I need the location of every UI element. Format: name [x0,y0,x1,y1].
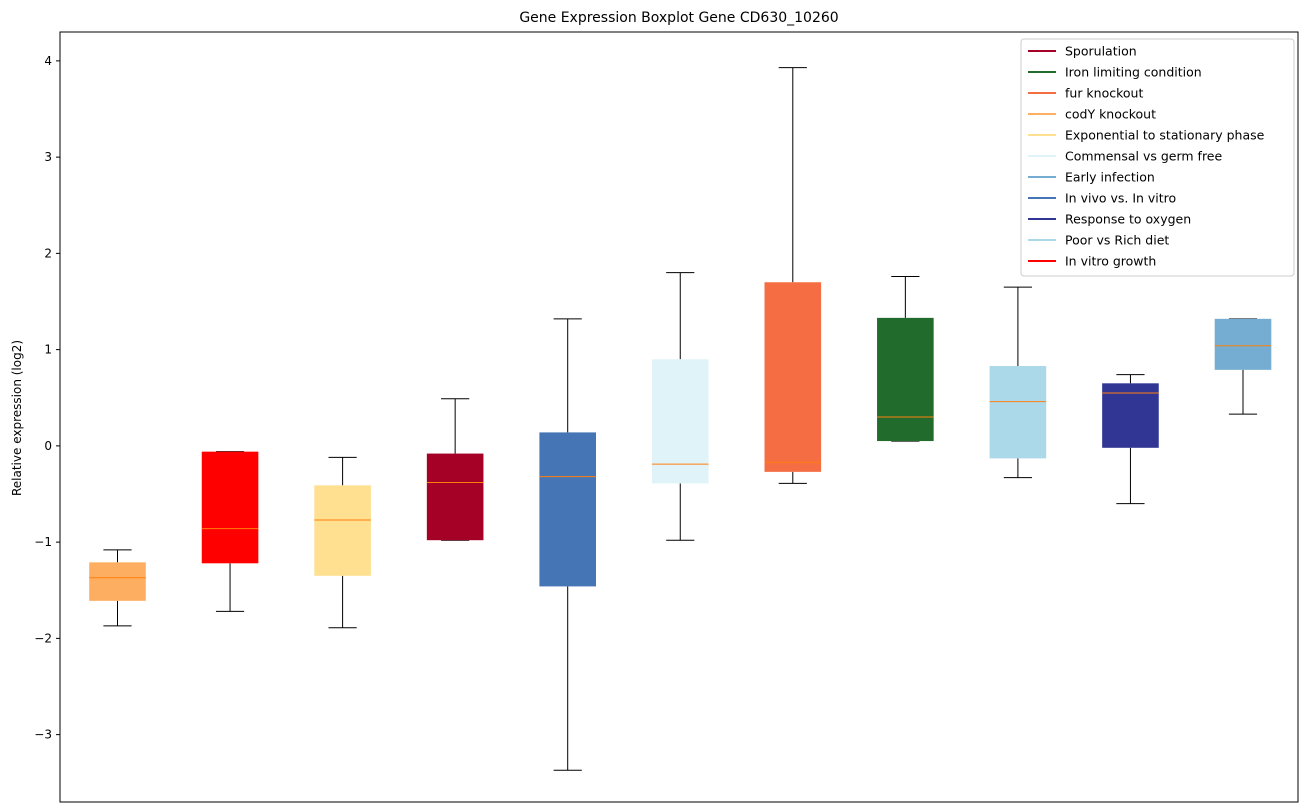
box-body [314,485,371,576]
y-tick-label: −3 [34,728,52,742]
box-group [426,398,484,541]
box-group [201,451,259,612]
boxes-layer [89,67,1272,771]
box-body [201,451,259,564]
legend-label: Sporulation [1065,44,1137,59]
box-group [1214,318,1272,415]
box-body [1214,318,1272,370]
box-group [314,456,371,629]
y-tick-label: −2 [34,631,52,645]
box-body [426,453,484,541]
legend: Sporulation Iron limiting condition fur kn… [1020,38,1295,277]
legend-label: In vitro growth [1065,254,1156,269]
legend-frame [1020,38,1295,277]
chart-title: Gene Expression Boxplot Gene CD630_10260 [519,10,838,26]
y-tick-label: 4 [44,54,52,68]
box-body [651,359,709,484]
box-group [539,318,596,771]
box-group [764,67,822,484]
y-tick-label: 2 [44,246,52,260]
legend-label: Commensal vs germ free [1065,149,1222,164]
y-axis-label: Relative expression (log2) [10,340,24,496]
legend-label: Exponential to stationary phase [1065,128,1265,143]
box-group [651,272,709,541]
box-group [1102,374,1159,505]
y-tick-label: 0 [44,439,52,453]
legend-label: Iron limiting condition [1065,65,1202,80]
y-axis-ticks: 4 3 2 1 0 −1 −2 −3 [34,54,60,742]
legend-label: In vivo vs. In vitro [1065,191,1176,206]
box-group [877,275,934,442]
box-group [989,286,1047,479]
y-tick-label: −1 [34,535,52,549]
box-body [539,432,596,587]
box-body [89,562,146,601]
y-tick-label: 3 [44,150,52,164]
box-group [89,549,146,627]
legend-label: fur knockout [1065,86,1143,101]
legend-label: codY knockout [1065,107,1156,122]
y-tick-label: 1 [44,343,52,357]
box-body [1102,383,1159,448]
box-body [764,282,822,472]
legend-label: Response to oxygen [1065,212,1191,227]
box-body [989,365,1047,459]
plot-frame [59,31,1299,803]
legend-label: Early infection [1065,170,1155,185]
box-body [877,317,934,442]
legend-label: Poor vs Rich diet [1065,233,1169,248]
